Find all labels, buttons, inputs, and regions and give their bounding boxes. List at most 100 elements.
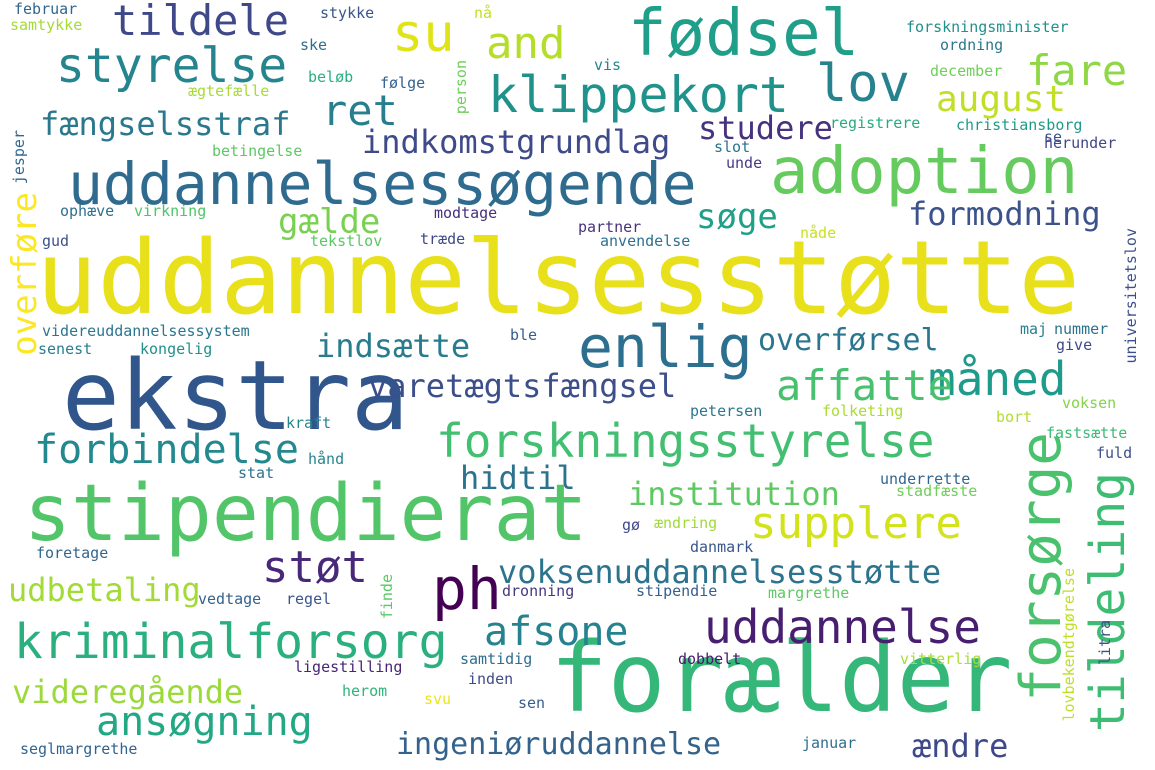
word-vitterlig: vitterlig <box>900 650 982 668</box>
word-folge: følge <box>380 74 426 92</box>
word-and: and <box>486 18 566 69</box>
word-svu: svu <box>424 690 452 708</box>
word-traede: træde <box>420 230 466 248</box>
word-voksen: voksen <box>1062 394 1117 412</box>
word-tildele: tildele <box>112 0 290 45</box>
word-nummer: nummer <box>1054 320 1109 338</box>
word-kongelig: kongelig <box>140 340 213 358</box>
word-belob: beløb <box>308 68 354 86</box>
word-studere: studere <box>698 109 833 147</box>
word-kraft: kraft <box>286 414 332 432</box>
word-stipendierat: stipendierat <box>24 469 588 559</box>
word-overfore: overføre <box>5 192 45 356</box>
word-adoption: adoption <box>770 135 1079 209</box>
word-anvendelse: anvendelse <box>600 232 691 250</box>
word-styrelse: styrelse <box>56 38 288 94</box>
word-afsone: afsone <box>484 609 629 655</box>
word-ble: ble <box>510 326 538 344</box>
word-udbetaling: udbetaling <box>8 571 201 609</box>
word-foraelder: forælder <box>550 622 1013 734</box>
word-soge: søge <box>696 197 778 237</box>
word-fare: fare <box>1026 46 1128 95</box>
word-finde: finde <box>378 574 396 620</box>
word-se: se <box>1044 128 1063 146</box>
word-videregaaende: videregående <box>12 673 244 711</box>
word-uddannelsesstotte: uddannelsesstøtte <box>36 219 1080 338</box>
word-maaned: måned <box>928 352 1067 406</box>
word-ordning: ordning <box>940 36 1004 54</box>
word-forbindelse: forbindelse <box>34 427 299 473</box>
word-jesper: jesper <box>10 130 28 185</box>
word-lovbekendtgorelse: lovbekendtgørelse <box>1060 568 1078 722</box>
word-overforsel: overførsel <box>758 323 939 358</box>
word-registrere: registrere <box>830 114 921 132</box>
word-aegtefaelle: ægtefælle <box>188 82 270 100</box>
word-uddannelsessogende: uddannelsessøgende <box>68 150 697 218</box>
word-institution: institution <box>628 475 840 513</box>
word-margrethe: margrethe <box>768 584 850 602</box>
word-petersen: petersen <box>690 402 763 420</box>
word-fuld: fuld <box>1096 444 1133 462</box>
word-senest: senest <box>38 340 93 358</box>
word-enlig: enlig <box>578 313 753 381</box>
word-samtidig: samtidig <box>460 650 533 668</box>
word-person: person <box>452 60 470 115</box>
word-stadfaeste: stadfæste <box>896 482 978 500</box>
word-ske: ske <box>300 36 328 54</box>
word-faengselsstraf: fængselsstraf <box>40 105 291 143</box>
word-ophaeve: ophæve <box>60 202 115 220</box>
word-affatte: affatte <box>776 361 954 410</box>
word-ph: ph <box>432 555 502 623</box>
word-naade: nåde <box>800 224 837 242</box>
word-tildeling: tildeling <box>1080 472 1136 733</box>
word-indkomstgrundlag: indkomstgrundlag <box>362 123 671 161</box>
word-betingelse: betingelse <box>212 142 303 160</box>
word-stipendie: stipendie <box>636 582 718 600</box>
word-klippekort: klippekort <box>488 66 790 124</box>
word-uddannelse: uddannelse <box>704 600 981 654</box>
word-stat: stat <box>238 464 275 482</box>
word-lov: lov <box>816 54 910 114</box>
word-fodsel: fødsel <box>628 0 860 71</box>
word-su: su <box>392 4 455 64</box>
word-bort: bort <box>996 408 1033 426</box>
word-ekstra: ekstra <box>62 340 409 452</box>
word-varetaegtsfaengsel: varetægtsfængsel <box>368 367 677 405</box>
word-supplere: supplere <box>750 498 962 549</box>
word-aendre: ændre <box>912 727 1009 765</box>
word-kriminalforsorg: kriminalforsorg <box>14 614 448 670</box>
word-fastsaette: fastsætte <box>1046 424 1128 442</box>
word-give: give <box>1056 336 1093 354</box>
word-august: august <box>936 79 1067 120</box>
word-stot: støt <box>262 542 368 593</box>
word-ret: ret <box>322 86 398 135</box>
word-unde: unde <box>726 154 763 172</box>
word-maj: maj <box>1020 320 1048 338</box>
word-februar: februar <box>14 0 78 18</box>
word-folketing: folketing <box>822 402 904 420</box>
word-herunder: herunder <box>1044 134 1117 152</box>
word-slot: slot <box>714 138 751 156</box>
word-vedtage: vedtage <box>198 590 262 608</box>
word-videreuddannelsessystem: videreuddannelsessystem <box>42 322 250 340</box>
word-samtykke: samtykke <box>10 16 83 34</box>
word-ingenioruddannelse: ingeniøruddannelse <box>396 727 722 762</box>
word-ansogning: ansøgning <box>96 699 313 745</box>
word-seglmargrethe: seglmargrethe <box>20 740 138 758</box>
word-forskningsstyrelse: forskningsstyrelse <box>436 414 935 468</box>
word-litra: litra <box>1096 620 1114 666</box>
word-indsaette: indsætte <box>316 327 471 365</box>
word-inden: inden <box>468 670 514 688</box>
word-dobbelt: dobbelt <box>678 650 742 668</box>
word-gaelde: gælde <box>278 202 381 242</box>
word-modtage: modtage <box>434 204 498 222</box>
word-tekstlov: tekstlov <box>310 232 383 250</box>
word-christiansborg: christiansborg <box>956 116 1083 134</box>
word-haand: hånd <box>308 450 345 468</box>
word-forskningsminister: forskningsminister <box>906 18 1069 36</box>
word-universitetslov: universitetslov <box>1122 228 1140 364</box>
word-voksenuddannelsesstotte: voksenuddannelsesstøtte <box>498 553 942 591</box>
word-naa: nå <box>474 4 493 22</box>
word-herom: herom <box>342 682 388 700</box>
